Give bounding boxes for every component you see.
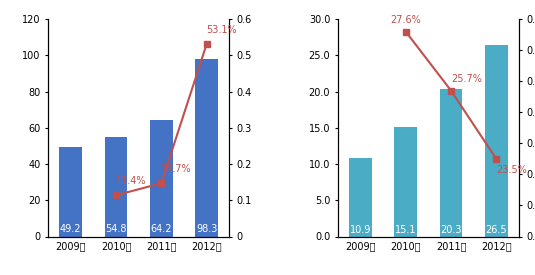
Text: 10.9: 10.9 <box>350 226 371 235</box>
Text: 11.4%: 11.4% <box>116 176 147 186</box>
Bar <box>485 45 508 236</box>
Text: 27.6%: 27.6% <box>391 15 421 26</box>
Text: 25.7%: 25.7% <box>451 75 482 84</box>
Text: 49.2: 49.2 <box>60 224 81 234</box>
Text: 54.8: 54.8 <box>105 224 127 234</box>
Bar <box>394 127 417 236</box>
Text: 53.1%: 53.1% <box>207 25 237 35</box>
Bar <box>440 89 462 236</box>
Bar <box>195 59 218 236</box>
Bar <box>150 120 173 236</box>
Text: 15.1: 15.1 <box>395 226 417 235</box>
Bar <box>349 158 372 236</box>
Text: 14.7%: 14.7% <box>162 164 192 174</box>
Text: 64.2: 64.2 <box>150 224 172 234</box>
Bar <box>105 137 127 236</box>
Text: 98.3: 98.3 <box>196 224 217 234</box>
Text: 23.5%: 23.5% <box>496 165 527 175</box>
Text: 20.3: 20.3 <box>440 226 462 235</box>
Bar <box>59 147 82 236</box>
Text: 26.5: 26.5 <box>485 226 507 235</box>
